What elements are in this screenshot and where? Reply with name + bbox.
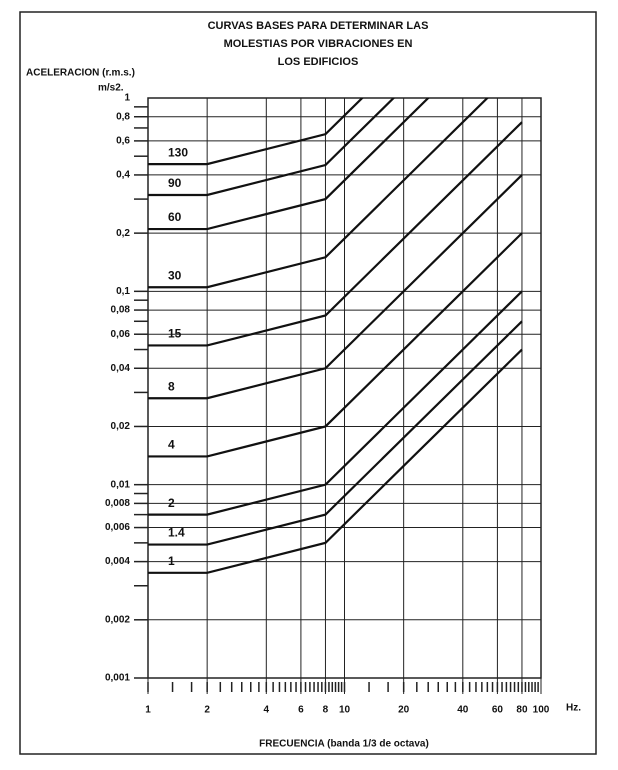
y-tick-label: 0,04 xyxy=(111,363,131,374)
y-tick-label: 0,002 xyxy=(105,614,130,625)
curve-label: 2 xyxy=(168,496,175,510)
y-tick-label: 0,6 xyxy=(116,136,130,147)
curve-label: 15 xyxy=(168,327,182,341)
x-tick-label: 80 xyxy=(516,705,528,716)
x-tick-label: 4 xyxy=(264,705,270,716)
x-tick-label: 100 xyxy=(533,705,550,716)
y-tick-label: 0,006 xyxy=(105,522,130,533)
y-tick-label: 0,004 xyxy=(105,556,130,567)
y-tick-label: 0,008 xyxy=(105,498,130,509)
chart-title: LOS EDIFICIOS xyxy=(278,56,359,68)
y-tick-label: 0,1 xyxy=(116,286,130,297)
y-axis-label: m/s2. xyxy=(98,83,124,94)
y-tick-label: 0,001 xyxy=(105,673,130,684)
y-tick-label: 0,2 xyxy=(116,228,130,239)
y-tick-label: 0,4 xyxy=(116,170,130,181)
curve xyxy=(148,232,523,458)
x-tick-label: 20 xyxy=(398,705,410,716)
y-tick-label: 0,01 xyxy=(111,479,131,490)
curve xyxy=(148,98,364,166)
curve-label: 8 xyxy=(168,379,175,393)
y-tick-label: 0,06 xyxy=(111,329,131,340)
curve-label: 4 xyxy=(168,438,175,452)
curve xyxy=(148,290,523,516)
y-tick-label: 1 xyxy=(124,93,130,104)
y-tick-label: 0,02 xyxy=(111,421,131,432)
x-tick-label: 40 xyxy=(457,705,469,716)
curve xyxy=(148,348,523,574)
curve xyxy=(148,98,396,197)
y-tick-label: 0,08 xyxy=(111,305,131,316)
x-tick-label: 10 xyxy=(339,705,351,716)
x-tick-label: 60 xyxy=(492,705,504,716)
x-axis-label: FRECUENCIA (banda 1/3 de octava) xyxy=(259,739,429,750)
curve-label: 30 xyxy=(168,268,182,282)
x-tick-label: 8 xyxy=(323,705,329,716)
curve xyxy=(148,174,523,400)
curve-label: 130 xyxy=(168,145,188,159)
frame xyxy=(19,11,597,755)
curve xyxy=(148,320,523,546)
curve-label: 1.4 xyxy=(168,526,185,540)
x-tick-label: 1 xyxy=(145,705,151,716)
plot-border xyxy=(147,97,542,679)
y-axis-label: ACELERACION (r.m.s.) xyxy=(26,68,135,79)
curve xyxy=(148,98,430,231)
chart-title: MOLESTIAS POR VIBRACIONES EN xyxy=(224,38,413,50)
chart-title: CURVAS BASES PARA DETERMINAR LAS xyxy=(208,20,429,32)
curve-label: 1 xyxy=(168,554,175,568)
y-tick-label: 0,8 xyxy=(116,111,130,122)
x-axis-unit: Hz. xyxy=(566,703,581,714)
curve-label: 60 xyxy=(168,210,182,224)
x-tick-label: 2 xyxy=(204,705,210,716)
curve-label: 90 xyxy=(168,176,182,190)
curve xyxy=(148,98,489,289)
x-tick-label: 6 xyxy=(298,705,304,716)
curve xyxy=(148,121,523,347)
